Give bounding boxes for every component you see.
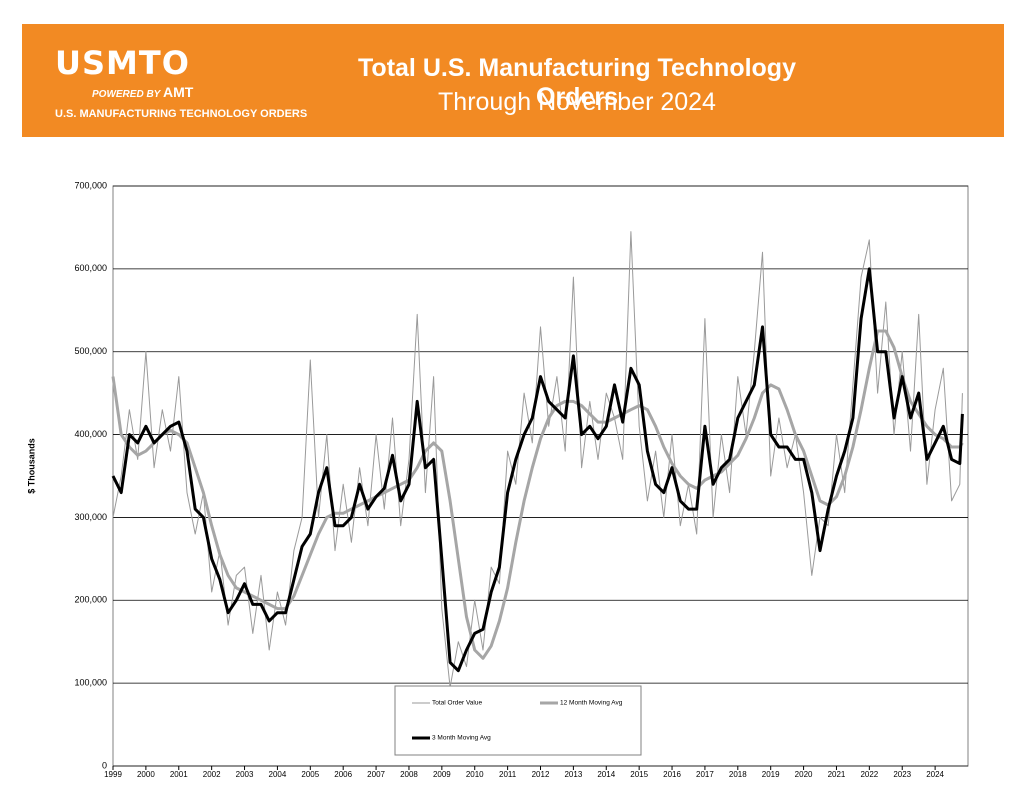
x-tick-label: 2004 [269,770,287,779]
y-tick-label: 600,000 [74,263,107,273]
x-tick-label: 2010 [466,770,484,779]
x-tick-label: 2020 [795,770,813,779]
x-tick-label: 2008 [400,770,418,779]
series-line [111,329,964,660]
y-tick-label: 200,000 [74,595,107,605]
legend-label: 12 Month Moving Avg [560,700,623,707]
x-tick-label: 2014 [597,770,615,779]
y-tick-label: 100,000 [74,678,107,688]
legend-label: 3 Month Moving Avg [432,735,491,742]
y-tick-label: 300,000 [74,512,107,522]
y-tick-label: 400,000 [74,429,107,439]
x-tick-label: 2016 [663,770,681,779]
x-tick-label: 2009 [433,770,451,779]
logo: USMTO [55,44,190,82]
x-tick-label: 2013 [564,770,582,779]
legend-box [394,685,642,756]
legend-label: Total Order Value [432,700,482,707]
chart-subtitle: Through November 2024 [438,88,716,116]
x-tick-label: 2002 [203,770,221,779]
brand: AMT [162,84,194,100]
x-tick-label: 2017 [696,770,714,779]
y-tick-label: 500,000 [74,346,107,356]
tagline: U.S. MANUFACTURING TECHNOLOGY ORDERS [55,108,308,120]
x-tick-label: 2000 [137,770,155,779]
x-tick-label: 2019 [762,770,780,779]
x-tick-label: 2018 [729,770,747,779]
chart-title: Total U.S. Manufacturing Technology Orde… [358,54,796,111]
powered-by-text: POWERED BY [92,89,161,100]
x-tick-label: 2001 [170,770,188,779]
x-tick-label: 2003 [236,770,254,779]
series-line [111,267,964,673]
x-tick-label: 2021 [828,770,846,779]
x-tick-label: 1999 [104,770,122,779]
x-tick-label: 2005 [301,770,319,779]
header: USMTO POWERED BY AMT U.S. MANUFACTURING … [22,24,1004,137]
plot-area [112,185,969,767]
y-tick-label: 0 [102,760,107,770]
x-tick-label: 2006 [334,770,352,779]
x-tick-label: 2024 [926,770,944,779]
x-tick-label: 2007 [367,770,385,779]
x-tick-label: 2023 [893,770,911,779]
x-tick-label: 2022 [860,770,878,779]
x-tick-label: 2011 [499,770,517,779]
y-axis-label: $ Thousands [26,438,36,494]
powered-by: POWERED BY AMT [92,84,193,100]
x-tick-label: 2015 [630,770,648,779]
y-tick-label: 700,000 [74,180,107,190]
x-tick-label: 2012 [532,770,550,779]
